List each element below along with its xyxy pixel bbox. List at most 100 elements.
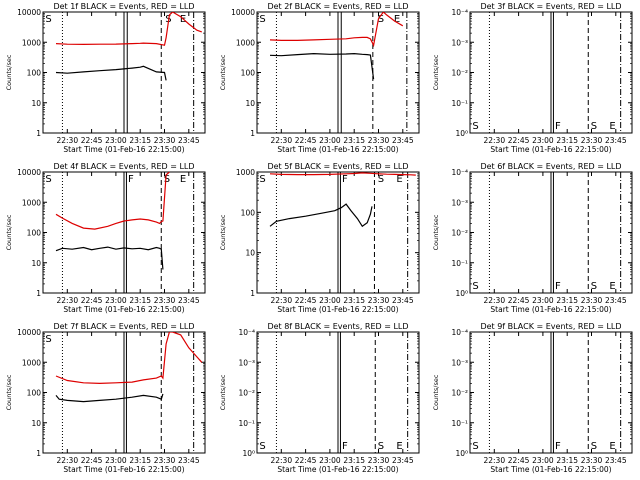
y-axis-label: Counts/sec: [219, 54, 227, 90]
y-tick-label: 10000: [231, 8, 255, 17]
panel-title: Det 5f BLACK = Events, RED = LLD: [267, 162, 408, 171]
panel-title: Det 6f BLACK = Events, RED = LLD: [480, 162, 621, 171]
flag-letter: S: [472, 121, 478, 132]
y-tick-label: 10⁻²: [451, 389, 468, 398]
flag-letter: S: [45, 174, 51, 185]
y-axis-label: Counts/sec: [5, 54, 13, 90]
flag-letter: E: [394, 14, 400, 25]
flag-letter: S: [259, 174, 265, 185]
x-tick-label: 23:15: [343, 456, 365, 465]
flag-letter: S: [378, 14, 384, 25]
x-tick-label: 23:30: [581, 456, 603, 465]
x-tick-label: 22:30: [270, 296, 292, 305]
series-line: [55, 332, 203, 385]
y-tick-label: 1000: [236, 38, 255, 47]
y-tick-label: 1: [250, 129, 255, 138]
flag-letter: S: [164, 174, 170, 185]
panel-det6f: Det 6f BLACK = Events, RED = LLD 10⁰ 10⁻¹ 1…: [432, 162, 633, 314]
flag-letter: F: [555, 441, 561, 452]
x-tick-label: 22:30: [483, 456, 505, 465]
flag-letter: S: [45, 334, 51, 345]
y-tick-label: 10⁻²: [451, 69, 468, 78]
flag-letter: E: [609, 121, 615, 132]
y-tick-label: 10000: [17, 328, 41, 337]
y-tick-label: 10000: [17, 168, 41, 177]
x-tick-label: 23:15: [129, 296, 151, 305]
x-tick-label: 22:30: [56, 296, 78, 305]
x-tick-label: 22:30: [270, 456, 292, 465]
flag-letter: F: [555, 281, 561, 292]
x-tick-label: 22:45: [508, 456, 530, 465]
series-line: [269, 52, 375, 80]
y-tick-label: 100: [241, 208, 256, 217]
x-axis-label: Start Time (01-Feb-16 22:15:00): [63, 145, 184, 154]
y-tick-label: 10⁻³: [451, 358, 468, 367]
flag-letter: E: [609, 441, 615, 452]
series-line: [269, 172, 416, 176]
x-tick-label: 22:45: [295, 136, 317, 145]
flag-letter: E: [180, 174, 186, 185]
y-tick-label: 1000: [22, 38, 41, 47]
flag-letter: S: [378, 174, 384, 185]
flag-letter: E: [396, 174, 402, 185]
y-tick-label: 10⁻⁴: [451, 328, 468, 337]
x-tick-label: 23:45: [605, 136, 627, 145]
flag-letter: S: [45, 14, 51, 25]
x-axis-label: Start Time (01-Feb-16 22:15:00): [277, 145, 398, 154]
x-axis-label: Start Time (01-Feb-16 22:15:00): [490, 145, 611, 154]
x-tick-label: 22:45: [508, 296, 530, 305]
y-tick-label: 10⁻²: [451, 229, 468, 238]
x-axis-label: Start Time (01-Feb-16 22:15:00): [490, 465, 611, 474]
y-tick-label: 10⁻³: [451, 38, 468, 47]
x-tick-label: 23:45: [178, 456, 200, 465]
series-line: [269, 12, 404, 48]
y-tick-label: 10: [31, 259, 41, 268]
panel-det7f: Det 7f BLACK = Events, RED = LLD 1 10 100 10…: [5, 322, 206, 474]
x-tick-label: 22:45: [81, 136, 103, 145]
x-tick-label: 23:30: [581, 136, 603, 145]
y-tick-label: 10⁻¹: [451, 99, 468, 108]
flag-letter: S: [591, 281, 597, 292]
panel-title: Det 7f BLACK = Events, RED = LLD: [53, 322, 194, 331]
x-tick-label: 23:15: [556, 456, 578, 465]
y-tick-label: 10⁰: [455, 129, 468, 138]
x-tick-label: 22:45: [81, 456, 103, 465]
y-tick-label: 10⁰: [455, 289, 468, 298]
panel-title: Det 9f BLACK = Events, RED = LLD: [480, 322, 621, 331]
series-line: [55, 246, 164, 270]
x-tick-label: 23:30: [368, 456, 390, 465]
flag-letter: S: [472, 441, 478, 452]
x-tick-label: 23:30: [368, 296, 390, 305]
x-tick-label: 23:30: [581, 296, 603, 305]
panel-title: Det 3f BLACK = Events, RED = LLD: [480, 2, 621, 11]
panel-det9f: Det 9f BLACK = Events, RED = LLD 10⁰ 10⁻¹ 1…: [432, 322, 633, 474]
y-axis-label: Counts/sec: [219, 214, 227, 250]
x-tick-label: 23:45: [392, 296, 414, 305]
x-tick-label: 22:45: [295, 296, 317, 305]
flag-letter: E: [396, 441, 402, 452]
x-tick-label: 22:30: [270, 136, 292, 145]
y-tick-label: 100: [27, 389, 42, 398]
y-tick-label: 1: [36, 449, 41, 458]
flag-letter: S: [472, 281, 478, 292]
x-tick-label: 23:15: [343, 296, 365, 305]
panel-title: Det 2f BLACK = Events, RED = LLD: [267, 2, 408, 11]
x-tick-label: 22:30: [483, 296, 505, 305]
x-tick-label: 23:45: [605, 296, 627, 305]
series-line: [55, 12, 202, 46]
y-tick-label: 10⁻¹: [451, 419, 468, 428]
flag-letter: F: [128, 174, 134, 185]
x-tick-label: 22:30: [56, 136, 78, 145]
x-tick-label: 23:15: [129, 456, 151, 465]
y-tick-label: 10⁻³: [451, 198, 468, 207]
y-tick-label: 10: [245, 99, 255, 108]
x-tick-label: 23:45: [605, 456, 627, 465]
flag-letter: S: [378, 441, 384, 452]
x-tick-label: 23:30: [368, 136, 390, 145]
x-tick-label: 23:00: [319, 296, 341, 305]
x-tick-label: 23:00: [105, 136, 127, 145]
y-axis-label: Counts/sec: [5, 374, 13, 410]
x-axis-label: Start Time (01-Feb-16 22:15:00): [63, 305, 184, 314]
y-tick-label: 10000: [17, 8, 41, 17]
